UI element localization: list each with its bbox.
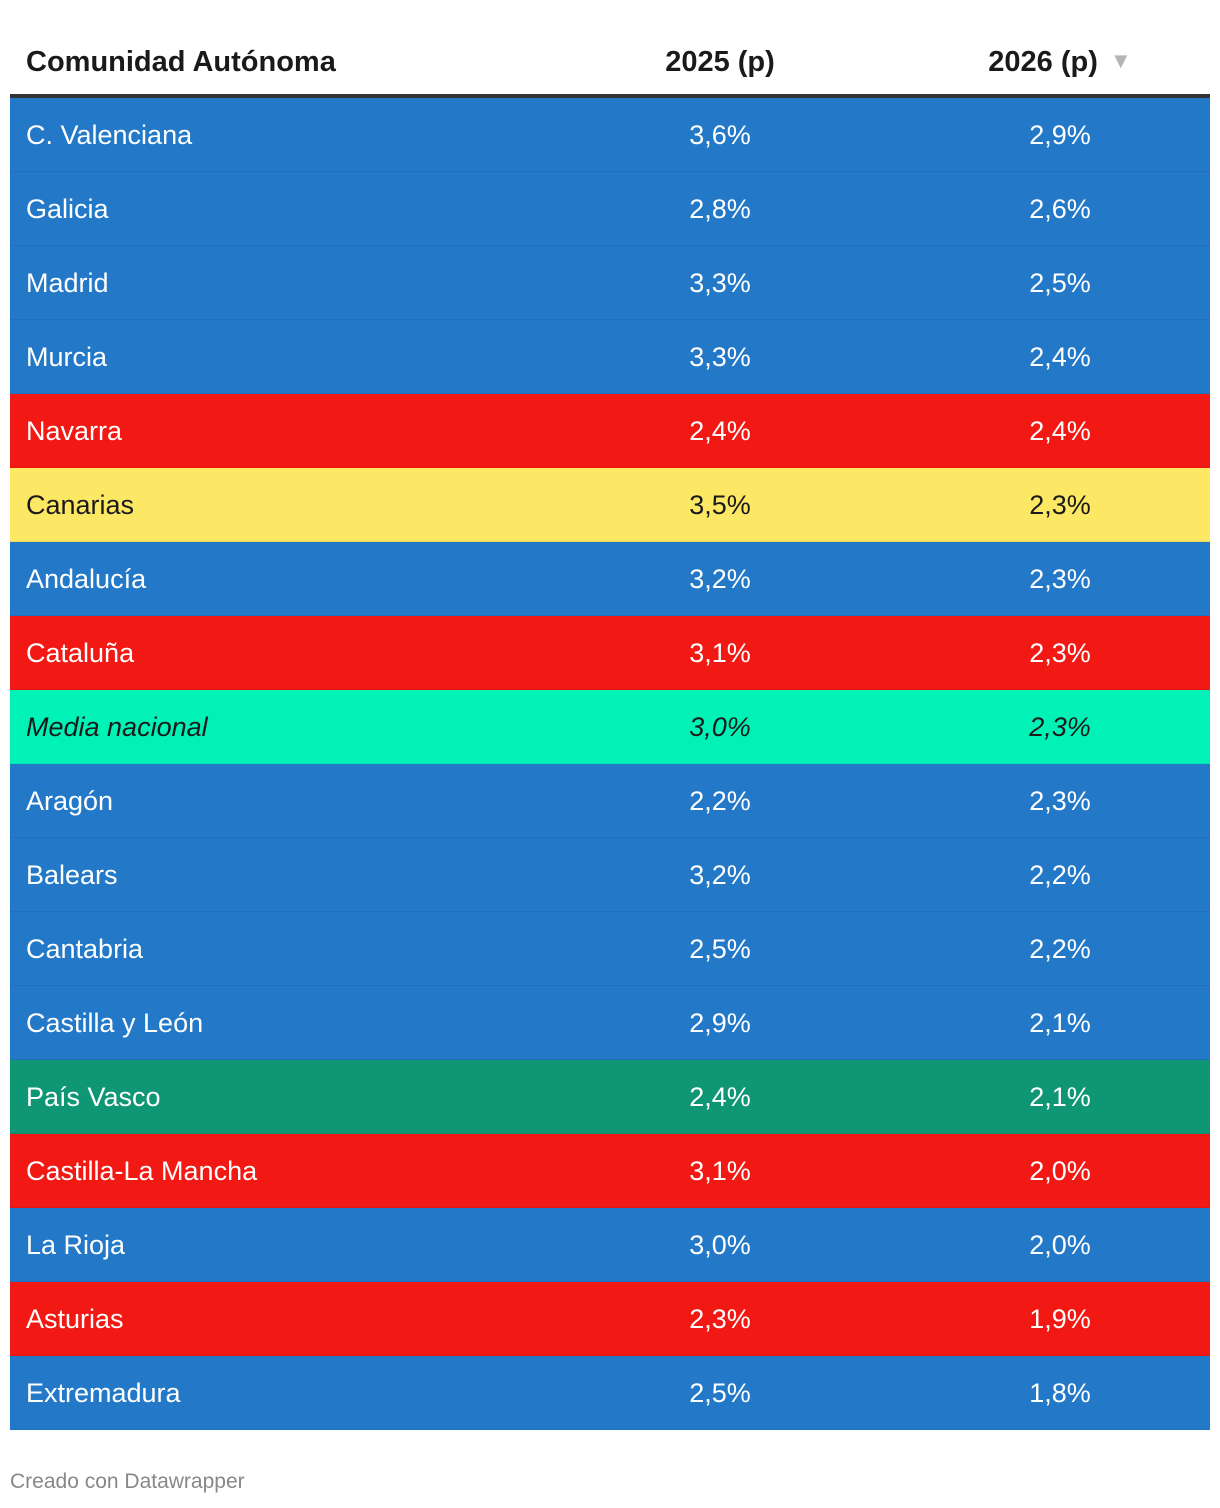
datawrapper-credit[interactable]: Creado con Datawrapper xyxy=(10,1470,245,1493)
data-table: Comunidad Autónoma 2025 (p) 2026 (p) ▼ C.… xyxy=(10,0,1210,1430)
row-comunidad: La Rioja xyxy=(26,1229,126,1260)
row-value-2025: 3,3% xyxy=(689,267,751,298)
row-value-2025: 3,0% xyxy=(689,1229,751,1260)
row-value-2025: 2,9% xyxy=(689,1007,751,1038)
row-comunidad: Balears xyxy=(26,859,118,890)
row-value-2026: 2,0% xyxy=(1029,1229,1091,1260)
row-value-2026: 2,0% xyxy=(1029,1155,1091,1186)
table-row: C. Valenciana 3,6% 2,9% xyxy=(10,98,1210,172)
table-row: Castilla-La Mancha 3,1% 2,0% xyxy=(10,1134,1210,1208)
table-row: Media nacional 3,0% 2,3% xyxy=(10,690,1210,764)
table-header: Comunidad Autónoma 2025 (p) 2026 (p) ▼ xyxy=(10,0,1210,98)
row-comunidad: C. Valenciana xyxy=(26,119,193,150)
table-row: Castilla y León 2,9% 2,1% xyxy=(10,986,1210,1060)
row-value-2025: 3,6% xyxy=(689,119,751,150)
row-value-2025: 2,4% xyxy=(689,1081,751,1112)
row-value-2026: 2,4% xyxy=(1029,415,1091,446)
row-value-2026: 2,9% xyxy=(1029,119,1091,150)
table-body: C. Valenciana 3,6% 2,9% Galicia 2,8% 2,6% Madr… xyxy=(10,98,1210,1430)
row-value-2026: 2,2% xyxy=(1029,859,1091,890)
row-value-2026: 2,3% xyxy=(1029,711,1091,742)
column-header-2026[interactable]: 2026 (p) ▼ xyxy=(850,46,1210,79)
column-header-2025[interactable]: 2025 (p) xyxy=(665,45,775,78)
table-row: Balears 3,2% 2,2% xyxy=(10,838,1210,912)
row-value-2026: 2,6% xyxy=(1029,193,1091,224)
row-value-2025: 3,1% xyxy=(689,1155,751,1186)
table-row: La Rioja 3,0% 2,0% xyxy=(10,1208,1210,1282)
row-value-2026: 2,3% xyxy=(1029,637,1091,668)
table-row: Andalucía 3,2% 2,3% xyxy=(10,542,1210,616)
row-value-2025: 2,2% xyxy=(689,785,751,816)
table-row: Murcia 3,3% 2,4% xyxy=(10,320,1210,394)
row-value-2025: 3,3% xyxy=(689,341,751,372)
row-comunidad: Murcia xyxy=(26,341,108,372)
row-value-2026: 1,9% xyxy=(1029,1303,1091,1334)
column-header-2026-label: 2026 (p) xyxy=(988,45,1098,78)
row-comunidad: Cantabria xyxy=(26,933,144,964)
table-row: País Vasco 2,4% 2,1% xyxy=(10,1060,1210,1134)
table-row: Galicia 2,8% 2,6% xyxy=(10,172,1210,246)
row-comunidad: País Vasco xyxy=(26,1081,161,1112)
row-value-2025: 2,3% xyxy=(689,1303,751,1334)
row-value-2025: 3,0% xyxy=(689,711,751,742)
row-value-2026: 2,3% xyxy=(1029,785,1091,816)
row-value-2026: 2,3% xyxy=(1029,563,1091,594)
row-value-2026: 2,3% xyxy=(1029,489,1091,520)
table-row: Extremadura 2,5% 1,8% xyxy=(10,1356,1210,1430)
row-comunidad: Asturias xyxy=(26,1303,124,1334)
row-comunidad: Castilla-La Mancha xyxy=(26,1155,258,1186)
row-value-2025: 3,2% xyxy=(689,563,751,594)
row-value-2025: 3,2% xyxy=(689,859,751,890)
row-comunidad: Galicia xyxy=(26,193,109,224)
row-value-2026: 2,1% xyxy=(1029,1081,1091,1112)
table-row: Cataluña 3,1% 2,3% xyxy=(10,616,1210,690)
row-comunidad: Navarra xyxy=(26,415,123,446)
row-value-2025: 2,5% xyxy=(689,933,751,964)
row-comunidad: Cataluña xyxy=(26,637,135,668)
row-comunidad: Aragón xyxy=(26,785,114,816)
row-comunidad: Castilla y León xyxy=(26,1007,204,1038)
table-row: Cantabria 2,5% 2,2% xyxy=(10,912,1210,986)
row-value-2026: 1,8% xyxy=(1029,1377,1091,1408)
table-row: Canarias 3,5% 2,3% xyxy=(10,468,1210,542)
row-value-2025: 2,4% xyxy=(689,415,751,446)
column-header-comunidad[interactable]: Comunidad Autónoma xyxy=(26,45,336,78)
row-comunidad: Madrid xyxy=(26,267,109,298)
row-comunidad: Media nacional xyxy=(26,711,208,742)
table-row: Madrid 3,3% 2,5% xyxy=(10,246,1210,320)
row-value-2026: 2,4% xyxy=(1029,341,1091,372)
table-row: Navarra 2,4% 2,4% xyxy=(10,394,1210,468)
row-comunidad: Andalucía xyxy=(26,563,147,594)
row-value-2025: 3,1% xyxy=(689,637,751,668)
row-value-2025: 2,8% xyxy=(689,193,751,224)
row-value-2026: 2,1% xyxy=(1029,1007,1091,1038)
table-row: Aragón 2,2% 2,3% xyxy=(10,764,1210,838)
row-comunidad: Extremadura xyxy=(26,1377,181,1408)
row-value-2026: 2,5% xyxy=(1029,267,1091,298)
sort-descending-icon[interactable]: ▼ xyxy=(1109,47,1132,73)
table-row: Asturias 2,3% 1,9% xyxy=(10,1282,1210,1356)
row-value-2025: 3,5% xyxy=(689,489,751,520)
row-value-2026: 2,2% xyxy=(1029,933,1091,964)
row-comunidad: Canarias xyxy=(26,489,135,520)
row-value-2025: 2,5% xyxy=(689,1377,751,1408)
